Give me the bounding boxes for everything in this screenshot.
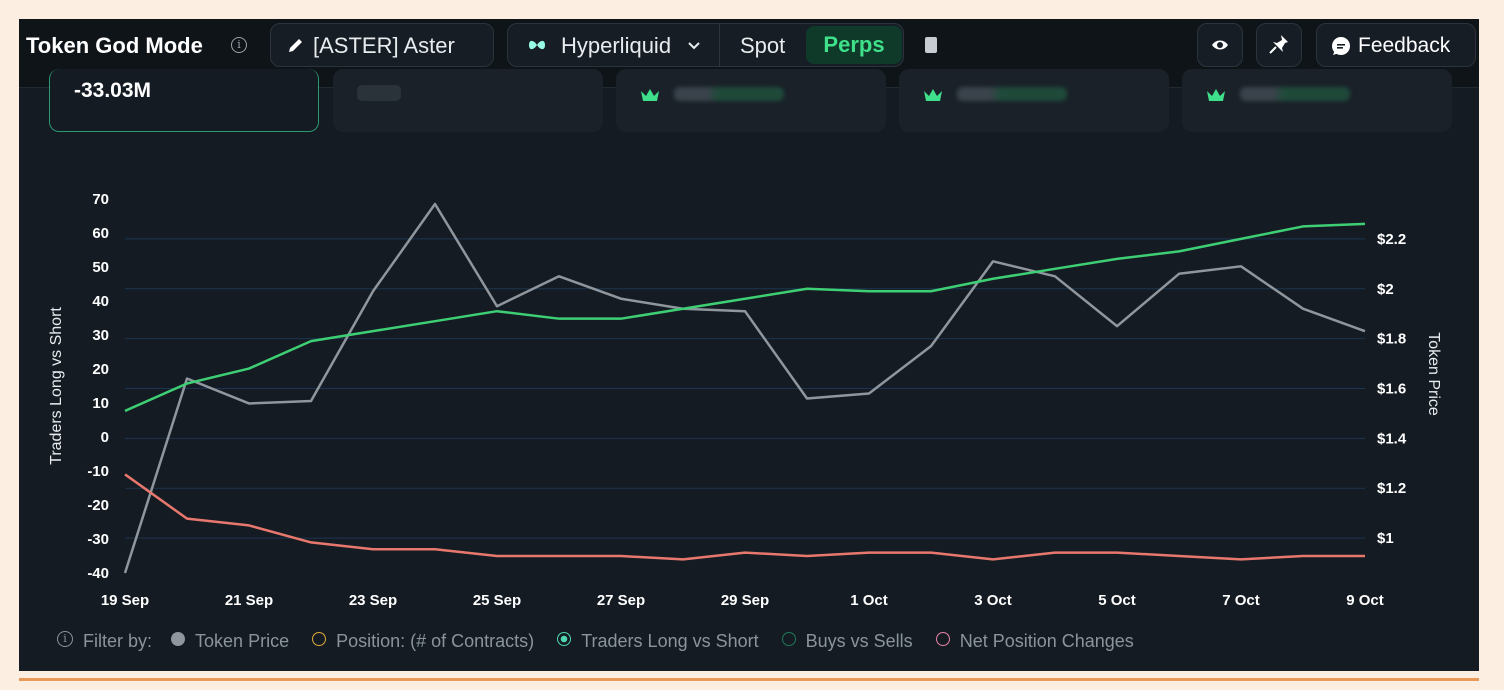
y-tick-label: -30 <box>87 531 109 548</box>
legend-item-position[interactable]: Position: (# of Contracts) <box>312 629 534 653</box>
y-tick-label: -20 <box>87 497 109 514</box>
x-tick-label: 7 Oct <box>1222 592 1260 609</box>
divider <box>719 24 720 66</box>
y-tick-label: 50 <box>92 259 109 276</box>
x-tick-label: 1 Oct <box>850 592 888 609</box>
y-axis-title: Traders Long vs Short <box>48 307 65 465</box>
line-chart: $2.2 $2 $1.8 $1.6 $1.4 $1.2 $1 70 60 50 40 30 20 10 0 -… <box>48 191 1442 609</box>
blurred-value <box>957 87 1067 101</box>
series-line-1 <box>124 222 1366 413</box>
y-tick-label: -40 <box>87 565 109 582</box>
info-icon: i <box>57 631 73 647</box>
legend-item-buys-vs-sells[interactable]: Buys vs Sells <box>781 629 913 653</box>
eye-icon <box>1212 40 1228 50</box>
chain-selector-label[interactable]: Hyperliquid <box>561 33 672 58</box>
stat-card-selected[interactable]: -33.03M <box>49 69 319 132</box>
page-title: Token God Mode <box>26 33 203 58</box>
stat-value: -33.03M <box>74 79 152 102</box>
copy-icon[interactable] <box>925 37 937 53</box>
x-tick-label: 3 Oct <box>974 592 1012 609</box>
legend-dot <box>171 632 186 646</box>
stat-card[interactable] <box>333 69 603 132</box>
legend-item-token-price[interactable]: Token Price <box>171 629 289 653</box>
y2-tick-label: $2.2 <box>1377 231 1406 248</box>
y2-tick-label: $1.2 <box>1377 480 1406 497</box>
y2-axis-title: Token Price <box>1425 332 1442 416</box>
y2-tick-label: $1.4 <box>1377 430 1407 447</box>
blurred-value <box>1240 87 1350 101</box>
filter-label: i Filter by: <box>57 629 152 653</box>
tab-spot[interactable]: Spot <box>740 33 786 58</box>
legend-item-net-position-changes[interactable]: Net Position Changes <box>935 629 1134 653</box>
tab-perps[interactable]: Perps <box>806 26 902 64</box>
blurred-value <box>674 87 784 101</box>
legend-item-traders-long-vs-short[interactable]: Traders Long vs Short <box>557 629 759 653</box>
blurred-value <box>357 85 401 101</box>
watch-button[interactable] <box>1197 23 1243 67</box>
legend-dot <box>557 632 572 646</box>
y-tick-label: 70 <box>92 191 109 208</box>
info-icon[interactable]: i <box>231 37 247 53</box>
y-tick-label: 10 <box>92 395 109 412</box>
hyperliquid-logo-icon <box>529 40 545 50</box>
chevron-down-icon[interactable] <box>686 37 702 53</box>
x-tick-label: 23 Sep <box>349 592 397 609</box>
y2-tick-label: $1.6 <box>1377 380 1406 397</box>
y2-tick-label: $1 <box>1377 530 1394 547</box>
legend-dot <box>312 632 327 646</box>
stat-card[interactable] <box>899 69 1169 132</box>
y2-tick-label: $2 <box>1377 281 1394 298</box>
x-tick-label: 19 Sep <box>101 592 149 609</box>
chart-legend: i Filter by: Token Price Position: (# of… <box>57 629 1152 653</box>
legend-dot <box>781 632 796 646</box>
x-tick-label: 29 Sep <box>721 592 769 609</box>
crown-icon <box>641 89 659 101</box>
pin-icon <box>1269 35 1288 54</box>
series-line-0 <box>123 202 1366 574</box>
token-label: [ASTER] Aster <box>313 33 455 58</box>
pin-button[interactable] <box>1256 23 1302 67</box>
chat-bubble-icon <box>1332 37 1350 55</box>
series-line-2 <box>124 473 1365 561</box>
y2-tick-label: $1.8 <box>1377 331 1406 348</box>
y-tick-label: 0 <box>101 429 109 446</box>
x-tick-label: 21 Sep <box>225 592 273 609</box>
crown-icon <box>1207 89 1225 101</box>
feedback-button[interactable]: Feedback <box>1316 23 1476 67</box>
stat-card[interactable] <box>616 69 886 132</box>
x-tick-label: 9 Oct <box>1346 592 1384 609</box>
token-selector-button[interactable]: [ASTER] Aster <box>270 23 494 67</box>
y-tick-label: 40 <box>92 293 109 310</box>
y-tick-label: 30 <box>92 327 109 344</box>
x-tick-label: 25 Sep <box>473 592 521 609</box>
feedback-label: Feedback <box>1358 34 1451 57</box>
crown-icon <box>924 89 942 101</box>
y-tick-label: 60 <box>92 225 109 242</box>
pencil-icon <box>289 39 302 52</box>
market-selector-group: Hyperliquid Spot Perps <box>507 23 904 67</box>
x-tick-label: 27 Sep <box>597 592 645 609</box>
y-tick-label: 20 <box>92 361 109 378</box>
y-tick-label: -10 <box>87 463 109 480</box>
accent-divider <box>19 678 1479 681</box>
legend-dot <box>935 632 950 646</box>
x-tick-label: 5 Oct <box>1098 592 1136 609</box>
stat-card[interactable] <box>1182 69 1452 132</box>
token-god-mode-panel: Token God Mode i [ASTER] Aster Hyperliqu… <box>19 19 1479 671</box>
